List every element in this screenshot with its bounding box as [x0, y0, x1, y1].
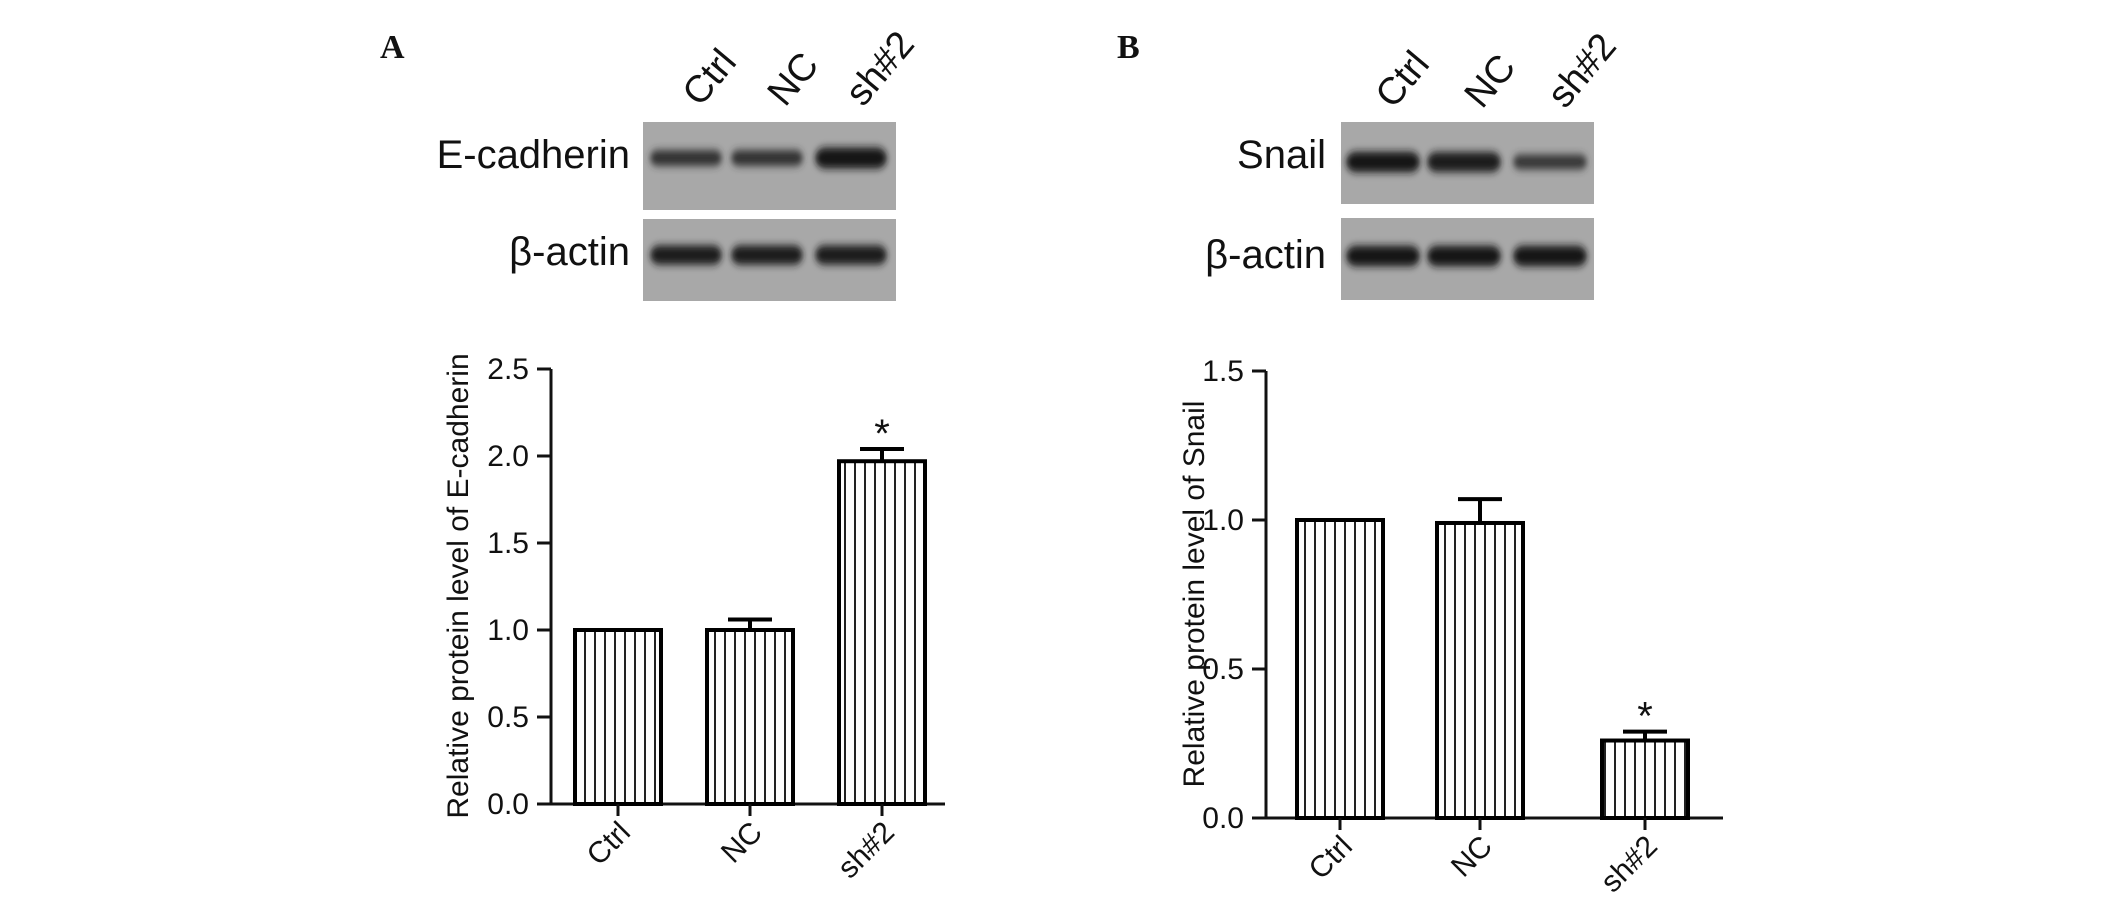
y-tick-label-a-4: 2.0 [487, 440, 529, 473]
bar-b-2 [1600, 738, 1690, 821]
panel-letter-a: A [380, 29, 405, 66]
x-categories-b: Ctrl NC sh#2 [1303, 818, 1664, 899]
band-b-0-2 [1513, 154, 1587, 170]
band-b-1-0 [1346, 245, 1420, 267]
y-ticks-b: 0.0 0.5 1.0 1.5 [1202, 355, 1266, 835]
lane-label-ctrl-b: Ctrl [1368, 44, 1438, 116]
x-categories-a: Ctrl NC sh#2 [581, 804, 901, 885]
blot-row-label-ecadherin: E-cadherin [437, 133, 630, 177]
significance-b: * [1637, 695, 1653, 739]
y-tick-label-b-2: 1.0 [1202, 504, 1244, 537]
error-bar-a-2 [860, 447, 904, 462]
blot-row-label-snail: Snail [1237, 133, 1326, 177]
panel-b: B Ctrl NC sh#2 Snail β-actin [1117, 26, 1723, 899]
y-axis-title-a: Relative protein level of E-cadherin [442, 353, 475, 818]
y-tick-label-a-0: 0.0 [487, 788, 529, 821]
band-b-1-2 [1513, 245, 1587, 267]
bars-b [1295, 518, 1690, 821]
blot-row-label-beta-actin-b: β-actin [1205, 233, 1326, 277]
significance-a: * [874, 412, 890, 456]
y-tick-label-b-0: 0.0 [1202, 802, 1244, 835]
x-cat-label-b-1: NC [1445, 830, 1499, 884]
bar-a-0 [573, 628, 663, 806]
panel-letter-b: B [1117, 29, 1140, 66]
bar-a-1 [705, 628, 795, 806]
band-a-1-0 [650, 245, 722, 265]
bar-b-1 [1435, 520, 1525, 820]
y-tick-label-b-3: 1.5 [1202, 355, 1244, 388]
blot-row-label-beta-actin-a: β-actin [509, 230, 630, 274]
x-cat-label-a-0: Ctrl [581, 816, 637, 872]
lane-label-sh2-b: sh#2 [1540, 26, 1625, 116]
bar-a-2 [837, 459, 927, 806]
significance-star-b-2: * [1637, 695, 1653, 739]
x-cat-label-a-2: sh#2 [832, 816, 901, 885]
lane-label-nc: NC [760, 45, 827, 114]
y-tick-label-a-1: 0.5 [487, 701, 529, 734]
western-blot-a: Ctrl NC sh#2 E-cadherin β-actin [437, 24, 923, 301]
error-bars-a [728, 447, 904, 630]
y-tick-label-a-3: 1.5 [487, 527, 529, 560]
panel-a: A Ctrl NC sh#2 E-cadherin β-actin [380, 24, 945, 885]
x-cat-label-b-2: sh#2 [1595, 830, 1664, 899]
error-bar-b-1 [1458, 497, 1502, 523]
band-a-0-0 [650, 150, 722, 166]
western-blot-b: Ctrl NC sh#2 Snail β-actin [1205, 26, 1625, 300]
error-bar-a-1 [728, 617, 772, 630]
band-a-0-1 [731, 150, 803, 166]
bars-a [573, 459, 927, 806]
lane-label-sh2: sh#2 [838, 24, 923, 114]
lane-label-nc-b: NC [1457, 47, 1524, 116]
band-b-0-1 [1427, 152, 1501, 172]
band-b-1-1 [1427, 245, 1501, 267]
x-cat-label-a-1: NC [715, 816, 769, 870]
y-tick-label-a-2: 1.0 [487, 614, 529, 647]
y-ticks-a: 0.0 0.5 1.0 1.5 2.0 2.5 [487, 353, 551, 821]
y-axis-title-b: Relative protein level of Snail [1178, 401, 1211, 788]
y-tick-label-a-5: 2.5 [487, 353, 529, 386]
band-b-0-0 [1346, 151, 1420, 173]
band-a-1-2 [815, 245, 887, 265]
error-bars-b [1458, 497, 1667, 741]
x-cat-label-b-0: Ctrl [1303, 830, 1359, 886]
band-a-0-2 [815, 147, 887, 169]
significance-star-a-2: * [874, 412, 890, 456]
error-bar-b-2 [1623, 729, 1667, 741]
lane-label-ctrl: Ctrl [675, 42, 745, 114]
bar-chart-b: Relative protein level of Snail 0.0 0.5 … [1178, 355, 1723, 899]
bar-b-0 [1295, 518, 1385, 820]
bar-chart-a: Relative protein level of E-cadherin 0.0… [442, 353, 945, 885]
band-a-1-1 [731, 245, 803, 265]
y-tick-label-b-1: 0.5 [1202, 653, 1244, 686]
